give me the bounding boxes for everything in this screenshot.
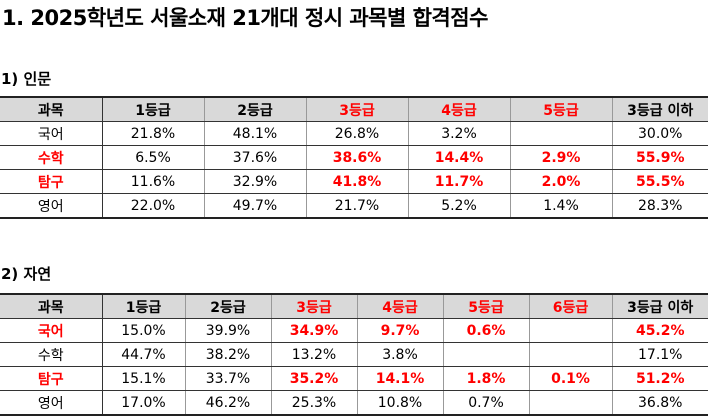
value-cell: 21.7% — [305, 193, 409, 219]
value-cell: 34.9% — [270, 318, 358, 343]
subject-cell: 수학 — [0, 342, 103, 367]
header-subject: 과목 — [0, 97, 103, 122]
table-row: 국어 15.0% 39.9% 34.9% 9.7% 0.6% 45.2% — [0, 318, 708, 343]
value-cell: 37.6% — [203, 145, 307, 170]
value-cell: 13.2% — [270, 342, 358, 367]
header-grade-6: 6등급 — [528, 294, 613, 319]
natural-sciences-table: 과목 1등급 2등급 3등급 4등급 5등급 6등급 3등급 이하 국어 15.… — [0, 293, 708, 416]
value-cell: 17.0% — [101, 390, 186, 416]
subject-cell: 영어 — [0, 390, 103, 416]
value-cell: 25.3% — [270, 390, 358, 416]
header-grade-1: 1등급 — [101, 97, 205, 122]
header-grade-3: 3등급 — [270, 294, 358, 319]
humanities-table: 과목 1등급 2등급 3등급 4등급 5등급 3등급 이하 국어 21.8% 4… — [0, 96, 708, 219]
header-grade-2: 2등급 — [203, 97, 307, 122]
header-grade-2: 2등급 — [184, 294, 272, 319]
header-grade-3: 3등급 — [305, 97, 409, 122]
value-cell: 38.2% — [184, 342, 272, 367]
value-cell: 11.7% — [407, 169, 511, 194]
subject-cell: 탐구 — [0, 366, 103, 391]
value-cell: 38.6% — [305, 145, 409, 170]
value-cell: 28.3% — [611, 193, 708, 219]
page-title: 1. 2025학년도 서울소재 21개대 정시 과목별 합격점수 — [2, 6, 488, 30]
value-cell: 39.9% — [184, 318, 272, 343]
table-row: 탐구 11.6% 32.9% 41.8% 11.7% 2.0% 55.5% — [0, 169, 708, 194]
header-grade-3-below: 3등급 이하 — [611, 294, 708, 319]
value-cell: 15.1% — [101, 366, 186, 391]
value-cell: 15.0% — [101, 318, 186, 343]
subject-cell: 탐구 — [0, 169, 103, 194]
value-cell: 11.6% — [101, 169, 205, 194]
value-cell: 1.4% — [509, 193, 613, 219]
header-grade-4: 4등급 — [356, 294, 444, 319]
table-row: 수학 44.7% 38.2% 13.2% 3.8% 17.1% — [0, 342, 708, 367]
subject-cell: 국어 — [0, 121, 103, 146]
value-cell — [528, 342, 613, 367]
value-cell: 10.8% — [356, 390, 444, 416]
value-cell: 55.5% — [611, 169, 708, 194]
value-cell: 14.4% — [407, 145, 511, 170]
table-row: 탐구 15.1% 33.7% 35.2% 14.1% 1.8% 0.1% 51.… — [0, 366, 708, 391]
table-header-row: 과목 1등급 2등급 3등급 4등급 5등급 6등급 3등급 이하 — [0, 294, 708, 319]
value-cell: 49.7% — [203, 193, 307, 219]
header-subject: 과목 — [0, 294, 103, 319]
value-cell: 6.5% — [101, 145, 205, 170]
subject-cell: 국어 — [0, 318, 103, 343]
value-cell: 22.0% — [101, 193, 205, 219]
value-cell: 14.1% — [356, 366, 444, 391]
header-grade-5: 5등급 — [442, 294, 530, 319]
value-cell: 21.8% — [101, 121, 205, 146]
value-cell: 2.0% — [509, 169, 613, 194]
value-cell: 41.8% — [305, 169, 409, 194]
section-title-humanities: 1) 인문 — [1, 70, 52, 88]
value-cell: 9.7% — [356, 318, 444, 343]
value-cell: 35.2% — [270, 366, 358, 391]
section-title-natural-sciences: 2) 자연 — [1, 265, 52, 283]
header-grade-4: 4등급 — [407, 97, 511, 122]
header-grade-1: 1등급 — [101, 294, 186, 319]
table-row: 영어 22.0% 49.7% 21.7% 5.2% 1.4% 28.3% — [0, 193, 708, 219]
value-cell: 0.6% — [442, 318, 530, 343]
value-cell: 44.7% — [101, 342, 186, 367]
value-cell: 1.8% — [442, 366, 530, 391]
table-header-row: 과목 1등급 2등급 3등급 4등급 5등급 3등급 이하 — [0, 97, 708, 122]
value-cell: 55.9% — [611, 145, 708, 170]
value-cell — [528, 318, 613, 343]
value-cell: 0.7% — [442, 390, 530, 416]
header-grade-5: 5등급 — [509, 97, 613, 122]
value-cell: 3.8% — [356, 342, 444, 367]
value-cell: 17.1% — [611, 342, 708, 367]
subject-cell: 수학 — [0, 145, 103, 170]
subject-cell: 영어 — [0, 193, 103, 219]
value-cell: 46.2% — [184, 390, 272, 416]
value-cell: 32.9% — [203, 169, 307, 194]
value-cell: 5.2% — [407, 193, 511, 219]
value-cell: 2.9% — [509, 145, 613, 170]
value-cell: 45.2% — [611, 318, 708, 343]
table-row: 수학 6.5% 37.6% 38.6% 14.4% 2.9% 55.9% — [0, 145, 708, 170]
value-cell: 48.1% — [203, 121, 307, 146]
value-cell — [509, 121, 613, 146]
value-cell: 26.8% — [305, 121, 409, 146]
value-cell — [528, 390, 613, 416]
table-row: 국어 21.8% 48.1% 26.8% 3.2% 30.0% — [0, 121, 708, 146]
value-cell: 36.8% — [611, 390, 708, 416]
value-cell: 51.2% — [611, 366, 708, 391]
value-cell: 0.1% — [528, 366, 613, 391]
value-cell — [442, 342, 530, 367]
value-cell: 33.7% — [184, 366, 272, 391]
header-grade-3-below: 3등급 이하 — [611, 97, 708, 122]
table-row: 영어 17.0% 46.2% 25.3% 10.8% 0.7% 36.8% — [0, 390, 708, 416]
value-cell: 3.2% — [407, 121, 511, 146]
value-cell: 30.0% — [611, 121, 708, 146]
